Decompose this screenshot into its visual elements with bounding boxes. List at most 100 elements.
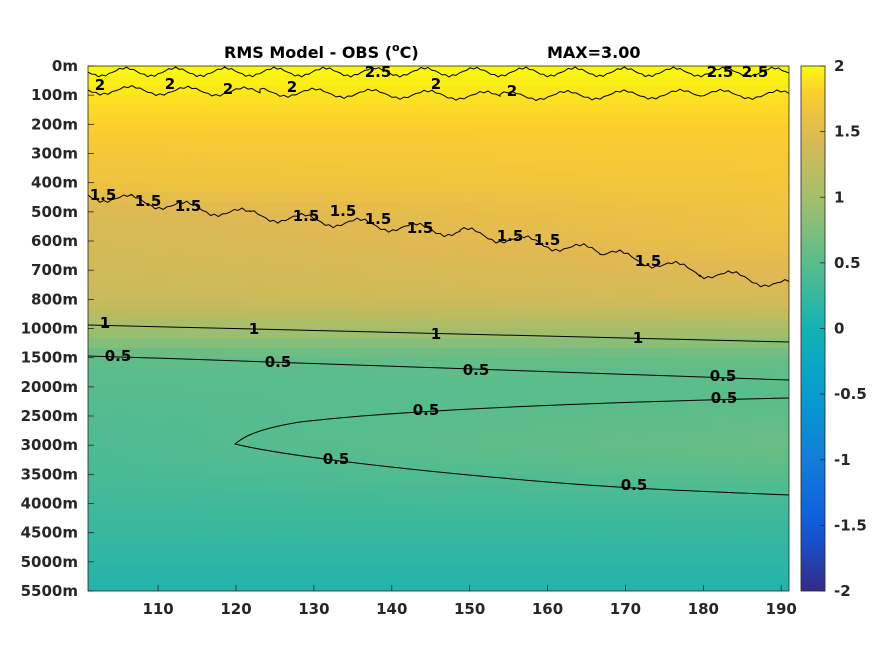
heatmap-cell [243,202,264,213]
heatmap-cell [574,425,595,437]
heatmap-cell [107,328,128,339]
contour-labels: 2.5 2.5 2.52 2 2 2 2 21.5 1.5 1.51.5 1.5 1.5 1.5 1.5 1… [90,63,769,494]
heatmap-cell [496,299,517,310]
heatmap-cell [769,318,789,330]
heatmap-cell [282,513,303,524]
heatmap-cell [88,124,109,135]
heatmap-cell [457,260,479,271]
heatmap-cell [88,484,109,495]
heatmap-cell [126,435,148,446]
heatmap-cell [555,182,576,193]
heatmap-cell [224,114,245,125]
heatmap-cell [516,445,537,456]
heatmap-cell [126,367,148,378]
heatmap-cell [574,124,595,135]
heatmap-cell [419,581,440,591]
heatmap-cell [282,299,303,310]
heatmap-cell [185,95,206,106]
heatmap-cell [711,143,732,155]
heatmap-cell [88,396,109,407]
heatmap-cell [243,211,264,223]
heatmap-cell [88,571,109,582]
heatmap-cell [107,318,128,330]
heatmap-cell [691,396,712,407]
contour-label: 1 [431,325,441,343]
heatmap-cell [380,454,401,466]
heatmap-cell [360,182,381,193]
heatmap-cell [380,202,401,213]
heatmap-cell [282,338,303,349]
heatmap-cell [457,416,479,427]
heatmap-cell [496,153,517,164]
heatmap-cell [185,416,206,427]
heatmap-cell [535,513,556,524]
heatmap-cell [535,279,556,291]
heatmap-cell [691,270,712,281]
heatmap-cell [730,153,751,164]
heatmap-cell [555,260,576,271]
heatmap-cell [769,561,789,573]
heatmap-cell [613,202,634,213]
contour-label: 1.5 [365,210,392,228]
heatmap-cell [691,66,712,77]
heatmap-cell [263,75,284,87]
heatmap-cell [691,182,712,193]
heatmap-cell [574,250,595,262]
heatmap-cell [399,95,420,106]
heatmap-cell [769,172,789,184]
heatmap-cell [399,270,420,281]
heatmap-cell [457,163,479,174]
heatmap-cell [341,182,362,193]
heatmap-cell [516,134,537,145]
heatmap-cell [399,464,420,475]
heatmap-cell [321,134,342,145]
heatmap-cell [282,192,303,203]
heatmap-cell [224,231,245,242]
heatmap-cell [126,114,148,125]
heatmap-cell [711,134,732,145]
heatmap-cell [555,163,576,174]
heatmap-cell [613,163,634,174]
heatmap-cell [419,474,440,485]
y-tick-label: 3500m [21,465,78,483]
heatmap-cell [477,309,498,320]
heatmap-cell [107,581,128,591]
heatmap-cell [204,454,225,466]
heatmap-cell [360,571,381,582]
heatmap-cell [224,561,245,573]
heatmap-cell [126,377,148,388]
heatmap-cell [321,464,342,475]
heatmap-cell [613,260,634,271]
heatmap-cell [672,250,693,262]
heatmap-cell [555,377,576,388]
heatmap-cell [321,396,342,407]
heatmap-cell [204,202,225,213]
heatmap-cell [243,474,264,485]
heatmap-cell [146,406,167,417]
heatmap-cell [419,347,440,359]
heatmap-cell [477,513,498,524]
heatmap-cell [613,114,634,125]
heatmap-cell [652,503,673,514]
heatmap-cell [341,493,362,505]
heatmap-cell [535,153,556,164]
heatmap-cell [672,425,693,437]
x-axis: 110 120 130 140 150 160 170 180 190 [142,585,797,618]
heatmap-cell [574,202,595,213]
heatmap-cell [438,270,459,281]
heatmap-cell [107,435,128,446]
heatmap-cell [730,338,751,349]
heatmap-cell [750,357,771,368]
heatmap-cell [224,513,245,524]
heatmap-cell [165,114,186,125]
heatmap-cell [438,552,459,563]
heatmap-cell [633,386,654,398]
heatmap-cell [380,66,401,77]
heatmap-cell [263,66,284,77]
heatmap-cell [691,192,712,203]
heatmap-cell [730,202,751,213]
heatmap-cell [88,153,109,164]
heatmap-cell [263,192,284,203]
heatmap-cell [555,75,576,87]
heatmap-cell [496,318,517,330]
